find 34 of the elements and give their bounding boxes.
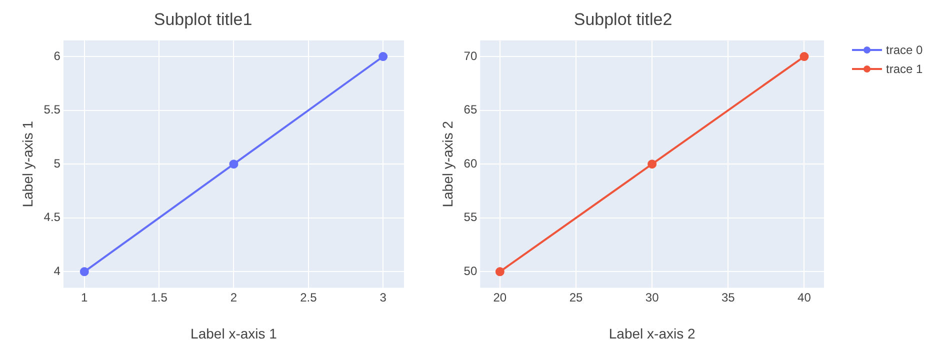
x-tick-label: 2.5 (300, 290, 318, 304)
x-tick-label: 30 (645, 290, 660, 304)
y-tick-label: 70 (464, 48, 478, 63)
x-tick-label: 2 (230, 290, 238, 304)
chart-title: Subplot title1 (154, 10, 252, 29)
x-axis-title: Label x-axis 2 (608, 325, 696, 342)
point (648, 160, 657, 169)
x-tick-label: 1 (81, 290, 88, 304)
y-tick-label: 4 (54, 264, 61, 278)
y-tick-label: 60 (464, 156, 478, 170)
point (378, 52, 388, 62)
y-axis-title: Label y-axis 1 (19, 120, 36, 208)
y-tick-label: 4.5 (44, 210, 61, 224)
legend-label: trace 1 (886, 62, 923, 76)
y-tick-label: 65 (464, 102, 478, 117)
chart-title: Subplot title2 (574, 10, 672, 29)
x-tick-label: 25 (569, 290, 583, 304)
legend-label: trace 0 (886, 42, 923, 56)
y-tick-label: 6 (54, 48, 61, 63)
y-axis-title: Label y-axis 2 (439, 120, 456, 208)
x-tick-label: 1.5 (150, 290, 168, 304)
y-tick-label: 55 (464, 210, 478, 224)
x-tick-label: 35 (721, 290, 736, 304)
y-tick-label: 50 (464, 264, 478, 278)
point (800, 52, 809, 62)
x-tick-label: 3 (380, 290, 387, 304)
x-tick-label: 20 (493, 290, 507, 304)
y-tick-label: 5 (54, 156, 61, 170)
y-tick-label: 5.5 (44, 102, 61, 117)
x-axis-title: Label x-axis 1 (190, 325, 278, 342)
point (80, 267, 89, 276)
point (495, 267, 504, 276)
x-tick-label: 40 (798, 290, 812, 304)
point (229, 160, 238, 169)
